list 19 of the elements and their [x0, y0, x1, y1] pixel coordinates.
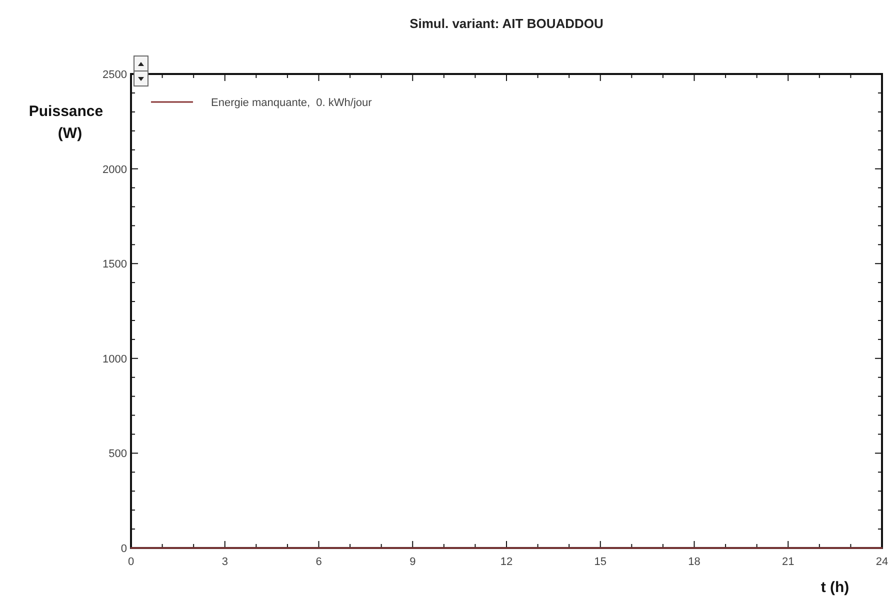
- x-tick-label: 3: [222, 556, 228, 568]
- x-tick-label: 0: [128, 556, 134, 568]
- x-axis-title: t (h): [820, 579, 850, 596]
- x-tick-label: 9: [410, 556, 416, 568]
- legend-label: Energie manquante, 0. kWh/jour: [211, 97, 372, 109]
- y-tick-label: 2000: [102, 164, 127, 176]
- x-tick-label: 12: [500, 556, 513, 568]
- x-tick-label: 15: [594, 556, 606, 568]
- x-tick-label: 18: [688, 556, 700, 568]
- y-tick-label: 2500: [102, 69, 127, 81]
- x-tick-label: 6: [316, 556, 322, 568]
- chart-title: Simul. variant: AIT BOUADDOU: [410, 16, 604, 31]
- y-axis-title: Puissance (W): [28, 103, 104, 142]
- y-tick-label: 0: [120, 543, 127, 555]
- y-tick-label: 500: [108, 448, 127, 460]
- y-tick-label: 1500: [102, 258, 127, 271]
- x-tick-label: 21: [782, 556, 794, 568]
- x-tick-label: 24: [876, 556, 888, 568]
- y-tick-label: 1000: [102, 353, 127, 366]
